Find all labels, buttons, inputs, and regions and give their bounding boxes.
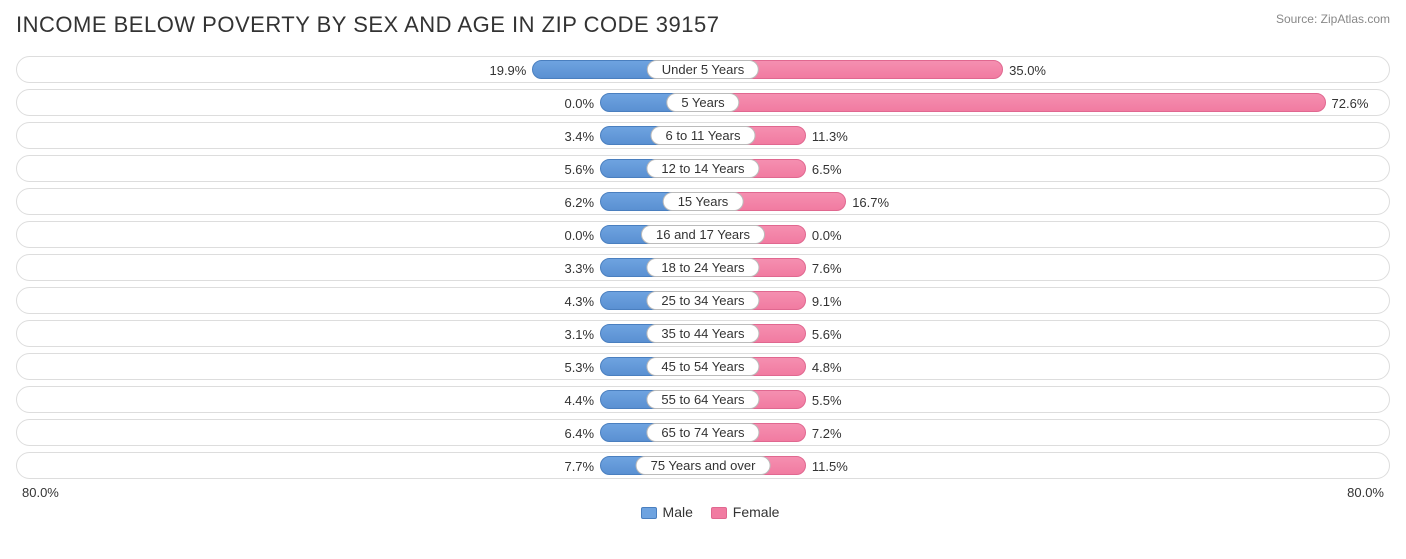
age-label: 35 to 44 Years [646, 324, 759, 343]
chart-row: 12 to 14 Years 5.6% 6.5% [16, 155, 1390, 182]
male-pct: 19.9% [489, 57, 526, 84]
female-pct: 7.6% [812, 255, 842, 282]
axis-right-label: 80.0% [1347, 485, 1384, 500]
age-label: 16 and 17 Years [641, 225, 765, 244]
age-label: 6 to 11 Years [651, 126, 756, 145]
female-pct: 11.5% [812, 453, 848, 480]
legend-male: Male [663, 504, 693, 520]
female-pct: 0.0% [812, 222, 842, 249]
female-pct: 72.6% [1332, 90, 1369, 117]
chart-source: Source: ZipAtlas.com [1276, 12, 1390, 26]
chart-row: 25 to 34 Years 4.3% 9.1% [16, 287, 1390, 314]
female-swatch [711, 507, 727, 519]
chart-row: 15 Years 6.2% 16.7% [16, 188, 1390, 215]
chart-row: 5 Years 0.0% 72.6% [16, 89, 1390, 116]
x-axis: 80.0% 80.0% [16, 485, 1390, 500]
male-pct: 7.7% [564, 453, 594, 480]
chart-row: 18 to 24 Years 3.3% 7.6% [16, 254, 1390, 281]
chart-title: INCOME BELOW POVERTY BY SEX AND AGE IN Z… [16, 12, 719, 38]
female-pct: 11.3% [812, 123, 848, 150]
female-bar [703, 93, 1326, 112]
female-pct: 35.0% [1009, 57, 1046, 84]
age-label: 15 Years [663, 192, 744, 211]
chart-row: 55 to 64 Years 4.4% 5.5% [16, 386, 1390, 413]
male-pct: 6.4% [564, 420, 594, 447]
male-pct: 3.4% [564, 123, 594, 150]
male-pct: 5.3% [564, 354, 594, 381]
male-pct: 4.4% [564, 387, 594, 414]
age-label: 25 to 34 Years [646, 291, 759, 310]
chart-row: 35 to 44 Years 3.1% 5.6% [16, 320, 1390, 347]
female-pct: 5.5% [812, 387, 842, 414]
chart-row: 45 to 54 Years 5.3% 4.8% [16, 353, 1390, 380]
chart-row: 75 Years and over 7.7% 11.5% [16, 452, 1390, 479]
male-pct: 3.3% [564, 255, 594, 282]
female-pct: 7.2% [812, 420, 842, 447]
age-label: Under 5 Years [647, 60, 759, 79]
age-label: 75 Years and over [636, 456, 771, 475]
axis-left-label: 80.0% [22, 485, 59, 500]
male-swatch [641, 507, 657, 519]
chart-row: 16 and 17 Years 0.0% 0.0% [16, 221, 1390, 248]
legend-female: Female [733, 504, 780, 520]
female-pct: 6.5% [812, 156, 842, 183]
age-label: 55 to 64 Years [646, 390, 759, 409]
male-pct: 0.0% [564, 90, 594, 117]
male-pct: 5.6% [564, 156, 594, 183]
chart-row: 65 to 74 Years 6.4% 7.2% [16, 419, 1390, 446]
age-label: 45 to 54 Years [646, 357, 759, 376]
female-pct: 9.1% [812, 288, 842, 315]
male-pct: 3.1% [564, 321, 594, 348]
female-pct: 16.7% [852, 189, 889, 216]
poverty-chart: Under 5 Years 19.9% 35.0% 5 Years 0.0% 72.6% 6… [16, 56, 1390, 479]
female-pct: 4.8% [812, 354, 842, 381]
legend: Male Female [16, 504, 1390, 520]
male-pct: 0.0% [564, 222, 594, 249]
chart-header: INCOME BELOW POVERTY BY SEX AND AGE IN Z… [16, 12, 1390, 38]
male-pct: 6.2% [564, 189, 594, 216]
age-label: 5 Years [666, 93, 739, 112]
age-label: 65 to 74 Years [646, 423, 759, 442]
age-label: 18 to 24 Years [646, 258, 759, 277]
age-label: 12 to 14 Years [646, 159, 759, 178]
chart-row: 6 to 11 Years 3.4% 11.3% [16, 122, 1390, 149]
chart-row: Under 5 Years 19.9% 35.0% [16, 56, 1390, 83]
male-pct: 4.3% [564, 288, 594, 315]
female-pct: 5.6% [812, 321, 842, 348]
